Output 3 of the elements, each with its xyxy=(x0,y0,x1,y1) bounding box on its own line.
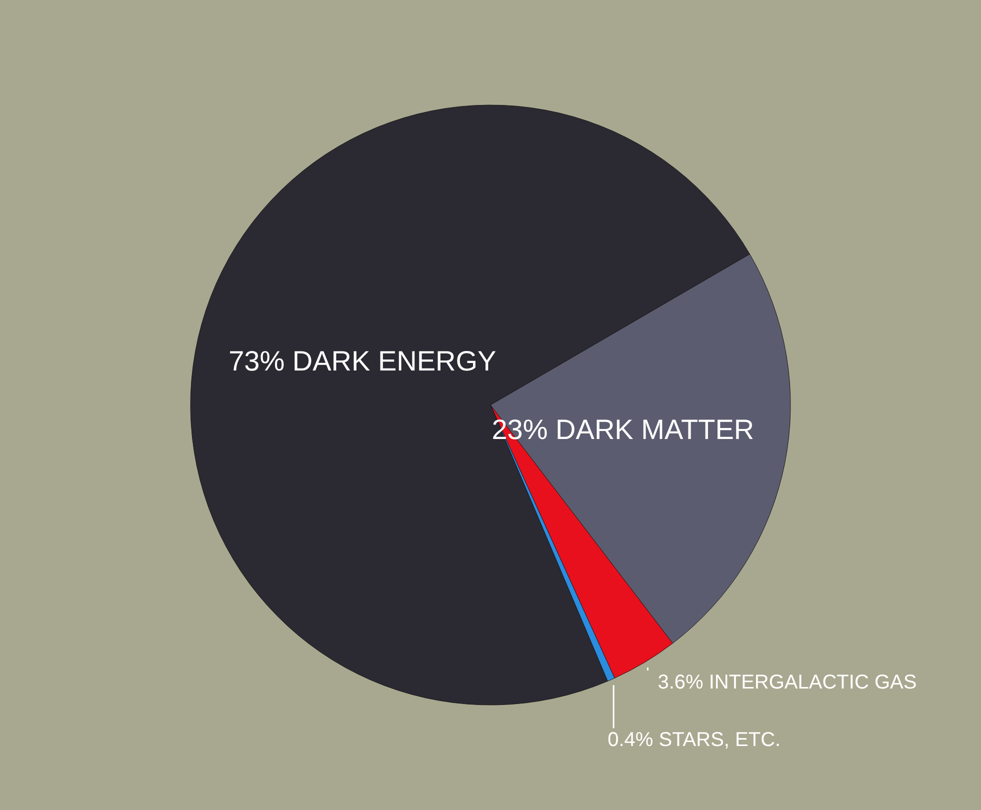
slice-label: 3.6% INTERGALACTIC GAS xyxy=(658,672,917,694)
slice-label: 0.4% STARS, ETC. xyxy=(608,729,781,752)
slice-label: 73% DARK ENERGY xyxy=(228,345,497,376)
